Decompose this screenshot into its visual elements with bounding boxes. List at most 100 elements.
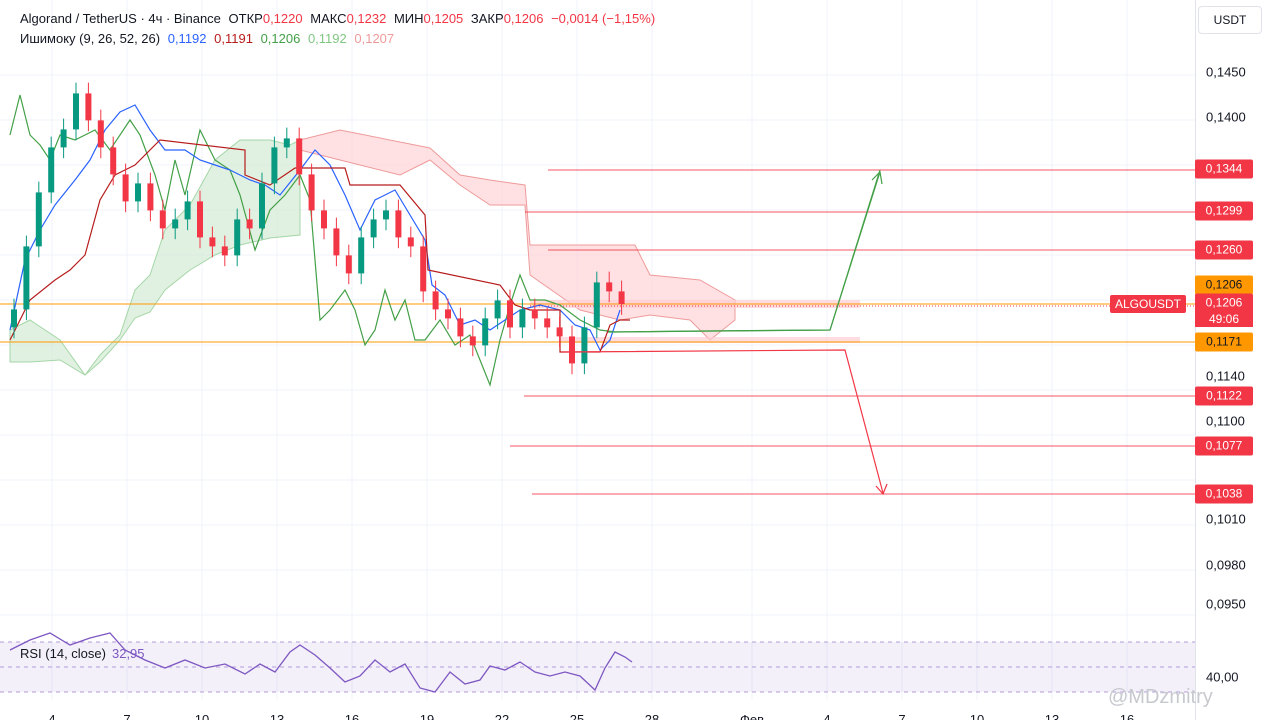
candle-body[interactable]: [321, 210, 327, 229]
candle-body[interactable]: [234, 219, 241, 256]
candle-body[interactable]: [209, 237, 216, 247]
level-tag-1077[interactable]: 0,1077: [1195, 436, 1253, 456]
candle-body[interactable]: [172, 219, 179, 229]
time-label: 25: [569, 712, 585, 720]
tenkan-value: 0,1192: [167, 31, 207, 46]
time-label: 4: [48, 712, 56, 720]
level-lines[interactable]: [510, 169, 1195, 495]
level-tag-1171[interactable]: 0,1171: [1195, 332, 1253, 352]
price-scale[interactable]: 0,1450 0,1400 0,1140 0,1100 0,1010 0,098…: [1195, 0, 1280, 720]
candle-body[interactable]: [345, 255, 352, 274]
level-tag-1122[interactable]: 0,1122: [1195, 386, 1253, 406]
symbol-title[interactable]: Algorand / TetherUS · 4ч · Binance: [20, 11, 221, 26]
candle-body[interactable]: [445, 309, 451, 319]
candle-body[interactable]: [159, 210, 166, 229]
time-label: 16: [1119, 712, 1135, 720]
candle-body[interactable]: [569, 336, 575, 364]
price-tick: 0,0980: [1206, 557, 1246, 573]
level-tag-1260[interactable]: 0,1260: [1195, 240, 1253, 260]
candle-body[interactable]: [122, 174, 129, 202]
rsi-title[interactable]: RSI (14, close): [20, 646, 106, 661]
candle-body[interactable]: [23, 246, 30, 310]
candle-body[interactable]: [246, 219, 253, 229]
candle-body[interactable]: [556, 327, 563, 337]
level-tag-1344[interactable]: 0,1344: [1195, 159, 1253, 179]
candle-body[interactable]: [420, 246, 427, 292]
candle-body[interactable]: [494, 300, 501, 319]
time-label: 10: [194, 712, 210, 720]
candle-body[interactable]: [283, 138, 290, 148]
candle-body[interactable]: [11, 309, 17, 328]
candle-body[interactable]: [370, 219, 377, 238]
candle-body[interactable]: [544, 318, 551, 328]
chart-grid: [0, 0, 1195, 700]
rsi-level-tick: 40,00: [1206, 669, 1239, 685]
level-tag-1038[interactable]: 0,1038: [1195, 484, 1253, 504]
time-label: 13: [1044, 712, 1060, 720]
candle-body[interactable]: [407, 237, 414, 247]
close-value: 0,1206: [503, 11, 544, 26]
open-value: 0,1220: [262, 11, 303, 26]
candle-body[interactable]: [507, 300, 513, 328]
candle-body[interactable]: [197, 201, 203, 238]
candle-body[interactable]: [432, 291, 439, 310]
price-tick: 0,1450: [1206, 64, 1246, 80]
high-value: 0,1232: [346, 11, 387, 26]
forecast-down-path[interactable]: [561, 349, 884, 494]
rsi-line: [9, 632, 633, 693]
candle-body[interactable]: [308, 174, 315, 211]
candle-body[interactable]: [618, 291, 625, 304]
candle-body[interactable]: [48, 147, 55, 193]
candle-body[interactable]: [221, 246, 228, 256]
chikou-span-line: [9, 94, 881, 388]
candle-body[interactable]: [358, 237, 365, 274]
candle-body[interactable]: [457, 318, 464, 337]
candle-body[interactable]: [85, 93, 92, 121]
candle-body[interactable]: [482, 318, 489, 346]
currency-button[interactable]: USDT: [1198, 6, 1262, 34]
level-tag-1299[interactable]: 0,1299: [1195, 201, 1253, 221]
candle-body[interactable]: [519, 309, 526, 328]
level-tag-1206[interactable]: 0,1206: [1195, 275, 1253, 295]
candle-body[interactable]: [271, 147, 278, 184]
candle-body[interactable]: [259, 183, 265, 229]
candle-body[interactable]: [581, 327, 588, 364]
price-tick: 0,1400: [1206, 109, 1246, 125]
close-label: ЗАКР: [470, 11, 504, 26]
candle-body[interactable]: [333, 228, 340, 256]
time-label: Фев: [739, 712, 765, 720]
bar-countdown: 49:06: [1195, 311, 1253, 327]
candle-body[interactable]: [395, 210, 402, 238]
candle-body[interactable]: [184, 201, 191, 220]
candlesticks[interactable]: [11, 82, 625, 375]
candle-body[interactable]: [135, 183, 141, 202]
candle-body[interactable]: [97, 120, 104, 148]
price-chart[interactable]: [0, 0, 1195, 720]
symbol-legend[interactable]: Algorand / TetherUS · 4ч · Binance ОТКР0…: [20, 11, 659, 26]
candle-body[interactable]: [469, 336, 476, 346]
candle-body[interactable]: [147, 183, 154, 211]
kumo-cloud-red-band-lower: [560, 337, 860, 343]
chart-area[interactable]: Algorand / TetherUS · 4ч · Binance ОТКР0…: [0, 0, 1195, 720]
candle-body[interactable]: [383, 210, 389, 220]
low-label: МИН: [393, 11, 424, 26]
candle-body[interactable]: [60, 129, 67, 148]
candle-body[interactable]: [296, 138, 303, 175]
ichimoku-name[interactable]: Ишимоку (9, 26, 52, 26): [20, 31, 161, 46]
kumo-cloud-green: [9, 139, 301, 376]
senkou-a-value: 0,1192: [307, 31, 347, 46]
forecast-up-path[interactable]: [607, 171, 881, 333]
kijun-value: 0,1191: [214, 31, 253, 46]
forecast-up-arrowhead: [871, 170, 883, 185]
ichimoku-legend[interactable]: Ишимоку (9, 26, 52, 26) 0,1192 0,1191 0,…: [20, 31, 398, 46]
candle-body[interactable]: [531, 309, 538, 319]
open-label: ОТКР: [228, 11, 263, 26]
rsi-legend[interactable]: RSI (14, close) 32,95: [20, 646, 145, 661]
candle-body[interactable]: [73, 93, 79, 130]
high-label: МАКС: [310, 11, 347, 26]
candle-body[interactable]: [110, 147, 117, 175]
current-price-tag: 0,1206: [1195, 293, 1253, 313]
candle-body[interactable]: [35, 192, 42, 247]
candle-body[interactable]: [606, 282, 613, 292]
candle-body[interactable]: [593, 282, 600, 328]
